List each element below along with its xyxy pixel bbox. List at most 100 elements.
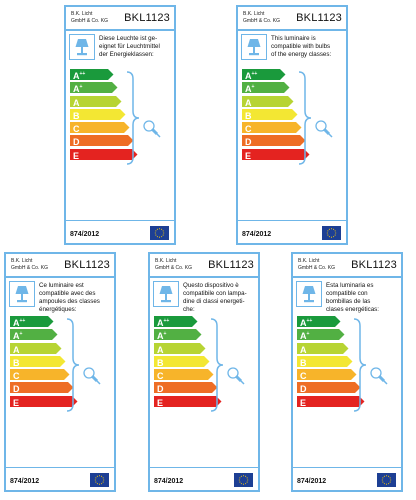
regulation-number: 874/2012 [70,231,100,238]
brace-icon [126,71,140,170]
energy-class-letter: B [73,110,80,121]
regulation-number: 874/2012 [10,478,40,485]
model-code: BKL1123 [208,259,254,271]
compatibility-text: Ce luminaire est compatible avec des ampou… [39,282,111,314]
energy-scale: A++ A+ A B C D E [10,316,78,409]
energy-class-bar: A++ [297,316,341,328]
energy-class-bar: B [154,355,210,368]
energy-class-letter: C [245,124,252,135]
energy-class-letter: B [13,357,20,368]
energy-class-bar: E [297,395,365,408]
energy-class-letter: E [300,397,307,408]
eu-flag-icon [150,226,169,240]
bulb-icon [226,366,248,391]
energy-class-letter: D [13,384,20,395]
model-code: BKL1123 [351,259,397,271]
energy-class-letter: B [245,110,252,121]
energy-class-letter: A++ [13,318,26,328]
bulb-icon [369,366,391,391]
energy-class-bar: C [297,369,357,382]
footer-divider [6,466,114,468]
energy-class-bar: E [242,148,310,161]
energy-class-bar: D [242,135,306,148]
company-line-1: B.K. Licht [298,258,320,264]
company-name: B.K. Licht GmbH & Co. KG [155,258,192,272]
energy-class-letter: B [157,357,164,368]
energy-label-1: B.K. Licht GmbH & Co. KG BKL1123 Diese Leuc… [64,5,176,245]
header-divider [293,276,401,278]
text-line: Ce luminaire est [39,282,84,289]
brace-icon [210,318,224,417]
energy-class-letter: C [13,371,20,382]
eu-flag-icon [322,226,341,240]
energy-scale: A++ A+ A B C D E [242,69,310,162]
text-line: compatible con [326,290,368,297]
energy-class-bar: B [10,355,66,368]
energy-class-bar: D [70,135,134,147]
label-footer: 874/2012 [6,468,114,490]
energy-class-bar: A++ [70,69,114,81]
text-line: énergétiques: [39,306,77,313]
regulation-number: 874/2012 [297,478,327,485]
energy-class-bar: B [242,108,298,121]
text-line: compatibile con lampa- [183,290,247,297]
energy-class-letter: C [73,124,80,135]
energy-class-letter: C [157,371,164,382]
energy-class-bar: E [70,148,138,161]
text-line: che: [183,306,195,313]
footer-divider [238,219,346,221]
header-divider [6,276,114,278]
compatibility-text: This luminaire is compatible with bulbs of… [271,35,343,59]
energy-class-bar: A++ [242,69,286,81]
label-footer: 874/2012 [293,468,401,490]
header-divider [238,29,346,31]
regulation-number: 874/2012 [242,231,272,238]
company-line-2: GmbH & Co. KG [243,18,280,24]
energy-class-letter: A++ [157,318,170,328]
label-footer: 874/2012 [150,468,258,490]
text-line: clases energéticas: [326,306,379,313]
lamp-icon-box [9,281,35,307]
energy-label-4: B.K. Licht GmbH & Co. KG BKL1123 Questo dis… [148,252,260,492]
energy-class-letter: A [13,344,20,355]
energy-class-letter: E [245,150,252,161]
text-line: Esta luminaria es [326,282,374,289]
label-header: B.K. Licht GmbH & Co. KG BKL1123 [6,254,114,278]
energy-class-letter: A++ [245,71,258,81]
energy-label-2: B.K. Licht GmbH & Co. KG BKL1123 This lumin… [236,5,348,245]
brace-icon [298,71,312,170]
text-line: eignet für Leuchtmittel [99,43,160,50]
energy-class-bar: C [154,369,214,382]
energy-class-bar: C [70,122,130,135]
text-line: ampoules des classes [39,298,100,305]
energy-class-letter: A [245,97,252,108]
energy-scale: A++ A+ A B C D E [70,69,138,162]
footer-divider [293,466,401,468]
energy-class-letter: C [300,371,307,382]
text-line: This luminaire is [271,35,316,42]
energy-class-bar: A+ [154,329,202,341]
energy-class-bar: D [154,382,218,394]
energy-class-bar: C [10,369,70,382]
text-line: compatible with bulbs [271,43,331,50]
energy-class-bar: A+ [70,82,118,94]
label-header: B.K. Licht GmbH & Co. KG BKL1123 [293,254,401,278]
text-line: Questo dispositivo è [183,282,239,289]
lamp-icon-box [296,281,322,307]
energy-class-letter: D [245,137,252,148]
energy-class-letter: E [13,397,20,408]
energy-class-bar: A++ [10,316,54,328]
energy-scale: A++ A+ A B C D E [297,316,365,409]
footer-divider [150,466,258,468]
model-code: BKL1123 [64,259,110,271]
lamp-icon-box [241,34,267,60]
text-line: Diese Leuchte ist ge- [99,35,158,42]
text-line: dine di classi energeti- [183,298,245,305]
brace-icon [353,318,367,417]
model-code: BKL1123 [296,12,342,24]
energy-class-letter: A++ [300,318,313,328]
energy-class-letter: A+ [245,84,255,95]
header-divider [150,276,258,278]
energy-class-letter: A+ [13,331,23,342]
energy-class-letter: A [73,97,80,108]
